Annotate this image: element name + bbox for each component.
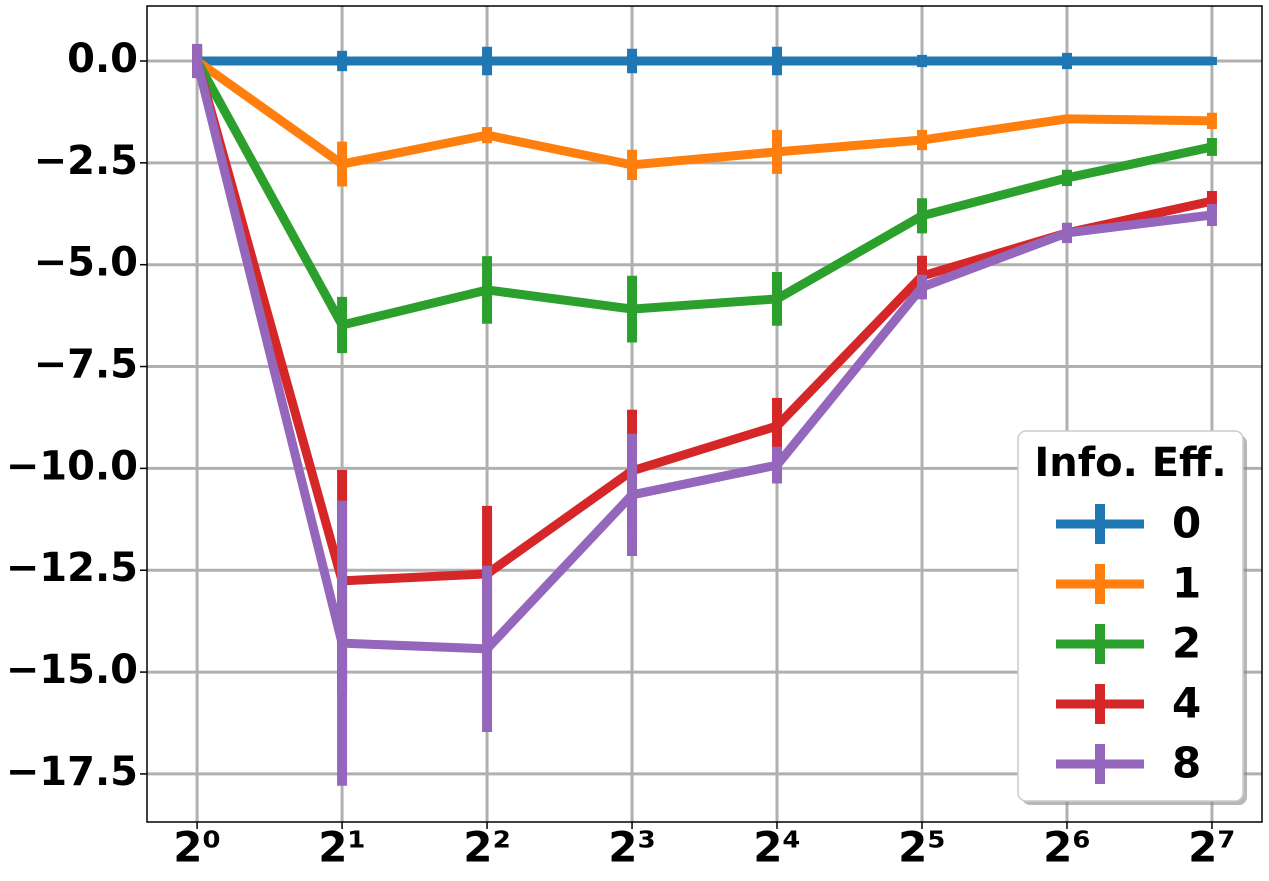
y-tick-label: −5.0 [34,240,138,286]
series-line [194,57,1213,170]
x-tick-label: 2⁰ [173,823,221,872]
legend-label: 8 [1172,739,1201,788]
legend-label: 2 [1172,619,1201,668]
y-tick-label: −7.5 [34,342,138,388]
legend-box [1017,430,1244,802]
legend-title: Info. Eff. [1034,440,1226,486]
y-tick-label: 0.0 [67,36,138,82]
legend: Info. Eff. 0 1 2 4 8 [1017,430,1247,805]
x-tick-label: 2⁴ [753,823,801,872]
x-tick-label: 2² [463,823,511,872]
x-tick-label: 2¹ [318,823,366,872]
x-tick-label: 2⁵ [898,823,946,872]
y-tick-label: −17.5 [6,749,138,795]
series-line [192,59,1213,654]
y-tick-label: −2.5 [34,138,138,184]
legend-label: 0 [1172,499,1201,548]
y-tick-label: −10.0 [6,443,138,489]
series-line [193,58,1213,330]
y-tick-label: −15.0 [6,647,138,693]
legend-label: 1 [1172,559,1201,608]
x-tick-label: 2⁷ [1188,823,1236,872]
x-tick-label: 2³ [608,823,656,872]
plot-frame [146,5,1263,823]
y-tick-label: −12.5 [6,545,138,591]
legend-label: 4 [1172,679,1201,728]
x-tick-label: 2⁶ [1043,823,1091,872]
